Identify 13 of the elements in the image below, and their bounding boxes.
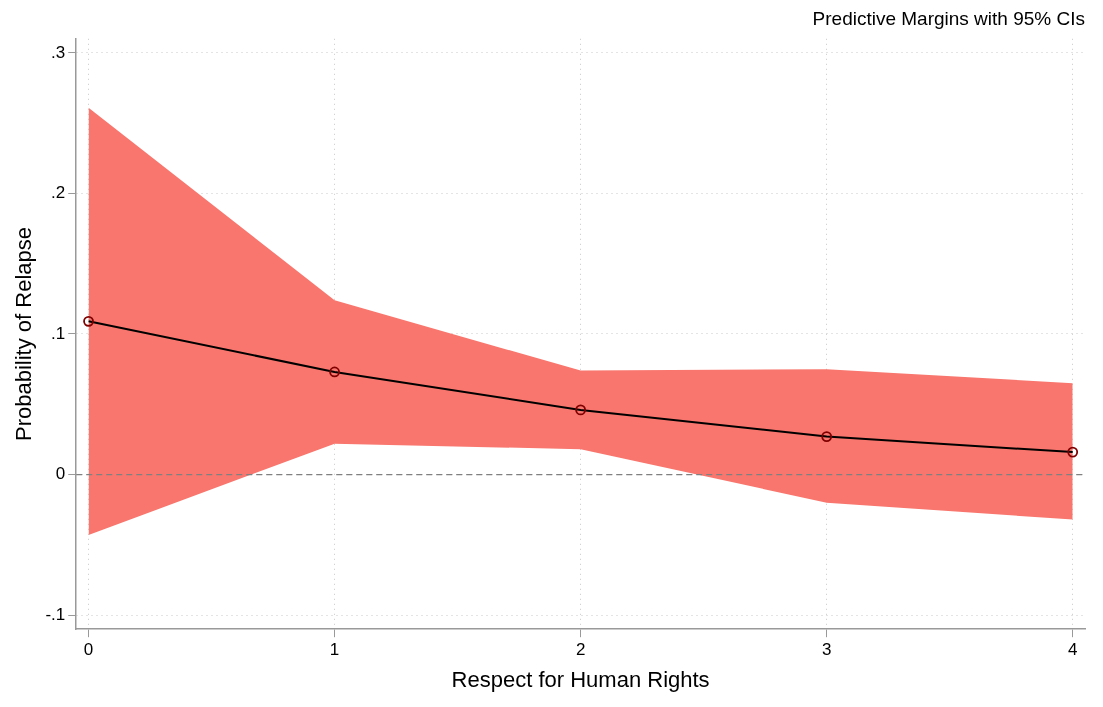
x-axis-title: Respect for Human Rights: [451, 666, 710, 692]
x-tick-label: 3: [821, 640, 832, 660]
y-tick-label: -.1: [45, 604, 66, 624]
y-tick-label: .3: [51, 42, 66, 62]
x-tick-label: 0: [83, 640, 94, 660]
chart-title: Predictive Margins with 95% CIs: [812, 7, 1085, 29]
y-tick-label: .1: [51, 323, 66, 343]
y-tick-label: .2: [51, 183, 66, 203]
x-tick-label: 1: [329, 640, 340, 660]
y-tick-label: 0: [55, 464, 66, 484]
y-axis-title: Probability of Relapse: [11, 226, 37, 442]
x-tick-label: 2: [575, 640, 586, 660]
x-tick-label: 4: [1067, 640, 1078, 660]
